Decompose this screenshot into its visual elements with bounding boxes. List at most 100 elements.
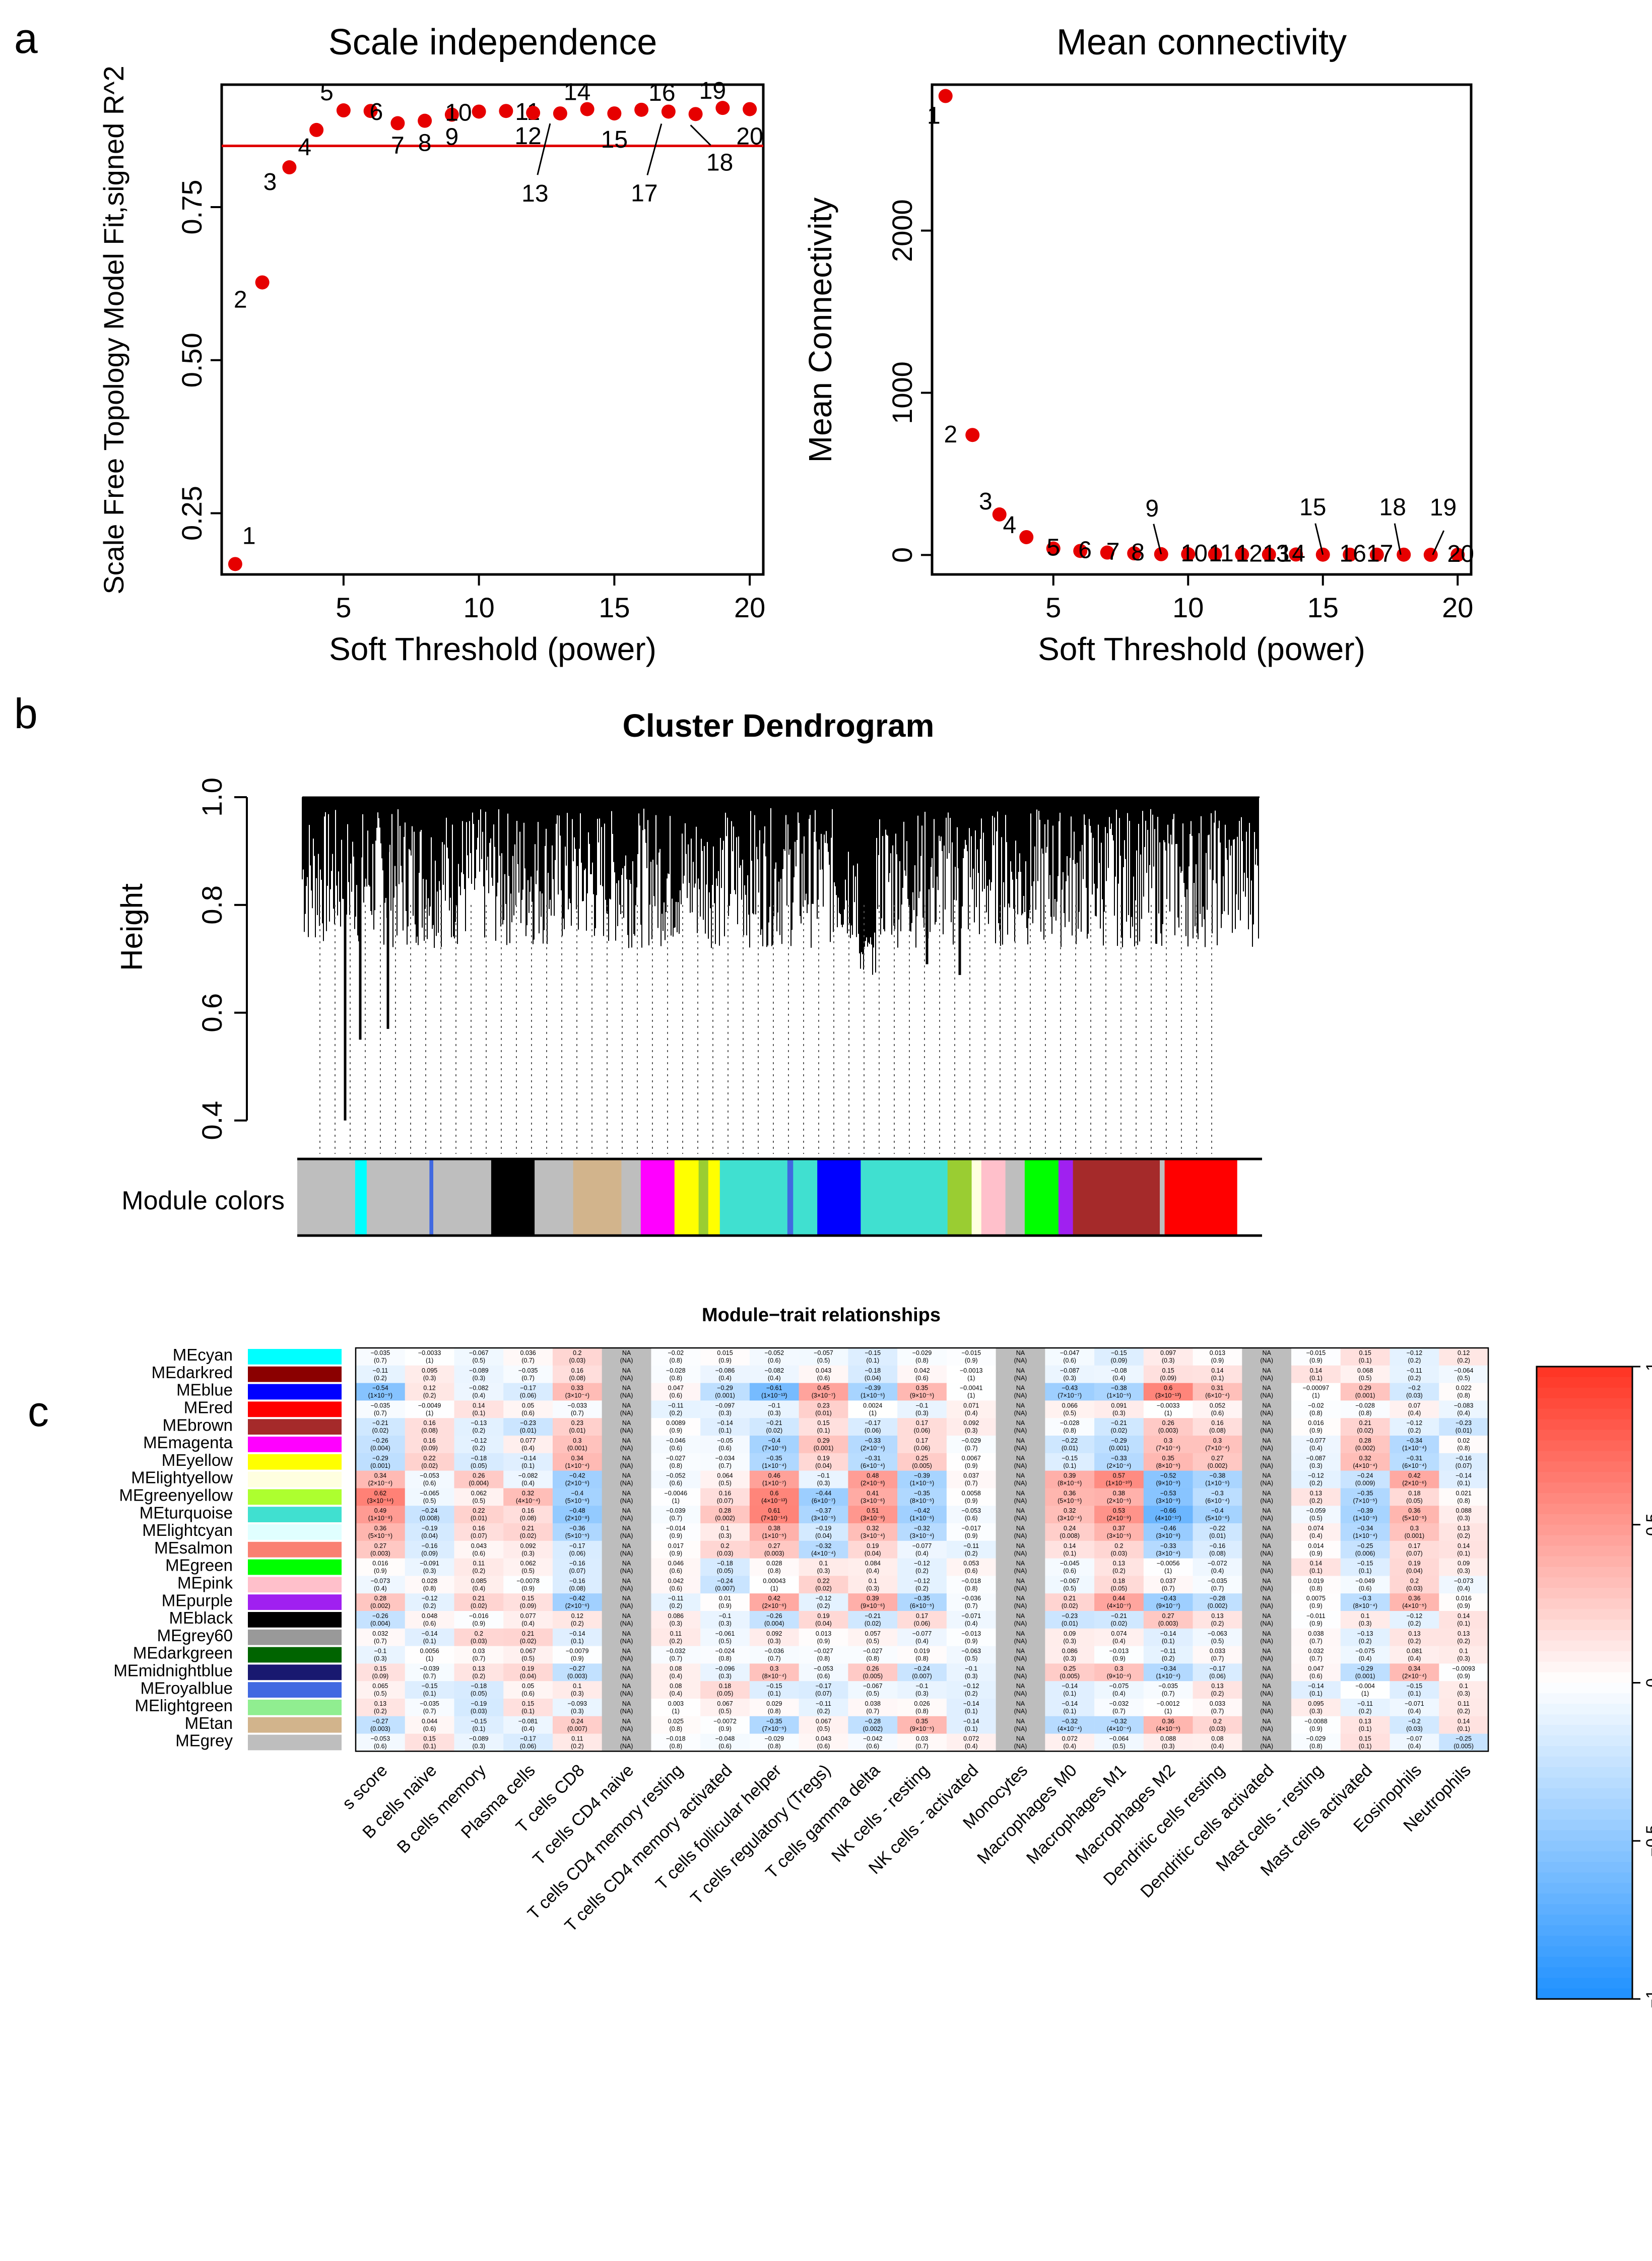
- cell-value: 0.053: [963, 1560, 979, 1567]
- cell-value: −0.42: [569, 1472, 585, 1479]
- cell-pvalue: (0.1): [1359, 1743, 1372, 1750]
- heatmap-cell: [1340, 1436, 1390, 1454]
- heatmap-cell: [996, 1470, 1045, 1489]
- cell-pvalue: (0.8): [669, 1743, 682, 1750]
- heatmap-cell: [1094, 1453, 1144, 1471]
- cell-pvalue: (1): [1312, 1392, 1319, 1399]
- module-color-swatch: [248, 1559, 342, 1575]
- cell-pvalue: (NA): [620, 1497, 633, 1504]
- heatmap-cell: [1045, 1558, 1095, 1576]
- module-color-segment: [947, 1159, 972, 1236]
- cell-pvalue: (0.002): [1355, 1445, 1375, 1452]
- cell-value: −0.24: [422, 1507, 438, 1514]
- heatmap-cell: [1439, 1418, 1489, 1436]
- cell-pvalue: (0.03): [1406, 1585, 1423, 1592]
- module-color-swatch: [248, 1349, 342, 1365]
- cell-pvalue: (7×10⁻⁴): [1205, 1445, 1229, 1452]
- cell-value: 0.067: [520, 1648, 536, 1655]
- heatmap-cell: [848, 1365, 898, 1383]
- cell-pvalue: (NA): [1260, 1638, 1273, 1645]
- cell-pvalue: (0.002): [1208, 1602, 1228, 1609]
- heatmap-cell: [996, 1488, 1045, 1506]
- cell-value: −0.027: [863, 1648, 883, 1655]
- cell-pvalue: (0.3): [965, 1672, 978, 1679]
- cell-value: 0.02: [1458, 1437, 1470, 1444]
- module-color-swatch: [248, 1577, 342, 1593]
- module-color-segment: [1058, 1159, 1074, 1236]
- cell-value: −0.02: [1308, 1402, 1324, 1409]
- cell-pvalue: (0.5): [866, 1690, 879, 1697]
- cell-value: 0.019: [914, 1648, 930, 1655]
- cell-pvalue: (1×10⁻⁴): [762, 1462, 786, 1469]
- cell-pvalue: (0.1): [1309, 1568, 1323, 1575]
- legend-gradient-step: [1537, 1451, 1632, 1462]
- data-point: [1181, 547, 1196, 561]
- heatmap-cell: [799, 1470, 848, 1489]
- heatmap-cell: [1390, 1418, 1439, 1436]
- module-color-swatch: [248, 1471, 342, 1488]
- cell-value: −0.25: [1456, 1735, 1472, 1742]
- cell-pvalue: (0.1): [1359, 1725, 1372, 1732]
- heatmap-cell: [946, 1523, 996, 1541]
- heatmap-cell: [405, 1365, 454, 1383]
- heatmap-cell: [552, 1699, 602, 1717]
- cell-value: 0.23: [571, 1419, 583, 1427]
- heatmap-cell: [454, 1593, 504, 1611]
- cell-pvalue: (0.05): [471, 1690, 487, 1697]
- cell-value: 0.064: [717, 1472, 733, 1479]
- cell-value: 0.088: [1160, 1735, 1176, 1742]
- cell-value: 0.36: [1408, 1507, 1420, 1514]
- heatmap-cell: [651, 1523, 701, 1541]
- cell-value: −0.26: [766, 1612, 782, 1620]
- cell-pvalue: (2×10⁻⁸): [861, 1480, 885, 1487]
- heatmap-cell: [1291, 1365, 1341, 1383]
- heatmap-cell: [454, 1365, 504, 1383]
- cell-value: −0.27: [569, 1665, 585, 1672]
- heatmap-cell: [1242, 1611, 1292, 1629]
- legend-gradient-step: [1537, 1704, 1632, 1715]
- cell-pvalue: (0.9): [718, 1725, 732, 1732]
- heatmap-cell: [1242, 1470, 1292, 1489]
- legend-gradient-step: [1537, 1788, 1632, 1799]
- cell-value: −0.035: [371, 1349, 390, 1356]
- cell-pvalue: (0.6): [1063, 1568, 1076, 1575]
- heatmap-cell: [1094, 1470, 1144, 1489]
- heatmap-cell: [848, 1611, 898, 1629]
- cell-pvalue: (0.08): [520, 1515, 537, 1522]
- cell-value: 0.15: [1162, 1367, 1174, 1374]
- module-color-segment: [787, 1159, 794, 1236]
- cell-value: NA: [1016, 1385, 1025, 1392]
- cell-value: NA: [1262, 1349, 1271, 1356]
- heatmap-cell: [996, 1418, 1045, 1436]
- legend-gradient-step: [1537, 1545, 1632, 1557]
- cell-pvalue: (0.001): [1405, 1532, 1425, 1539]
- cell-value: NA: [1262, 1507, 1271, 1514]
- cell-pvalue: (NA): [1014, 1550, 1027, 1557]
- heatmap-cell: [552, 1663, 602, 1682]
- cell-pvalue: (0.005): [1453, 1743, 1474, 1750]
- cell-pvalue: (0.02): [815, 1585, 832, 1592]
- cell-value: 0.043: [816, 1735, 831, 1742]
- data-point: [661, 104, 676, 119]
- cell-pvalue: (0.4): [1408, 1655, 1421, 1662]
- heatmap-cell: [799, 1540, 848, 1559]
- cell-pvalue: (NA): [1260, 1392, 1273, 1399]
- module-color-segment: [1073, 1159, 1160, 1236]
- heatmap-cell: [1439, 1716, 1489, 1734]
- heatmap-cell: [946, 1365, 996, 1383]
- cell-pvalue: (5×10⁻⁶): [565, 1497, 589, 1504]
- heatmap-cell: [1045, 1716, 1095, 1734]
- cell-pvalue: (0.2): [669, 1602, 682, 1609]
- legend-tick-label: 0: [1643, 1678, 1652, 1688]
- heatmap-cell: [454, 1348, 504, 1366]
- cell-value: NA: [1262, 1385, 1271, 1392]
- cell-value: −0.05: [717, 1437, 733, 1444]
- heatmap-cell: [651, 1400, 701, 1418]
- cell-pvalue: (4×10⁻⁴): [1058, 1725, 1082, 1732]
- heatmap-cell: [1045, 1470, 1095, 1489]
- cell-value: −0.13: [471, 1419, 487, 1427]
- cell-value: −0.1: [916, 1402, 929, 1409]
- y-tick-label: 1000: [886, 361, 918, 424]
- heatmap-cell: [1390, 1593, 1439, 1611]
- heatmap-cell: [700, 1681, 750, 1699]
